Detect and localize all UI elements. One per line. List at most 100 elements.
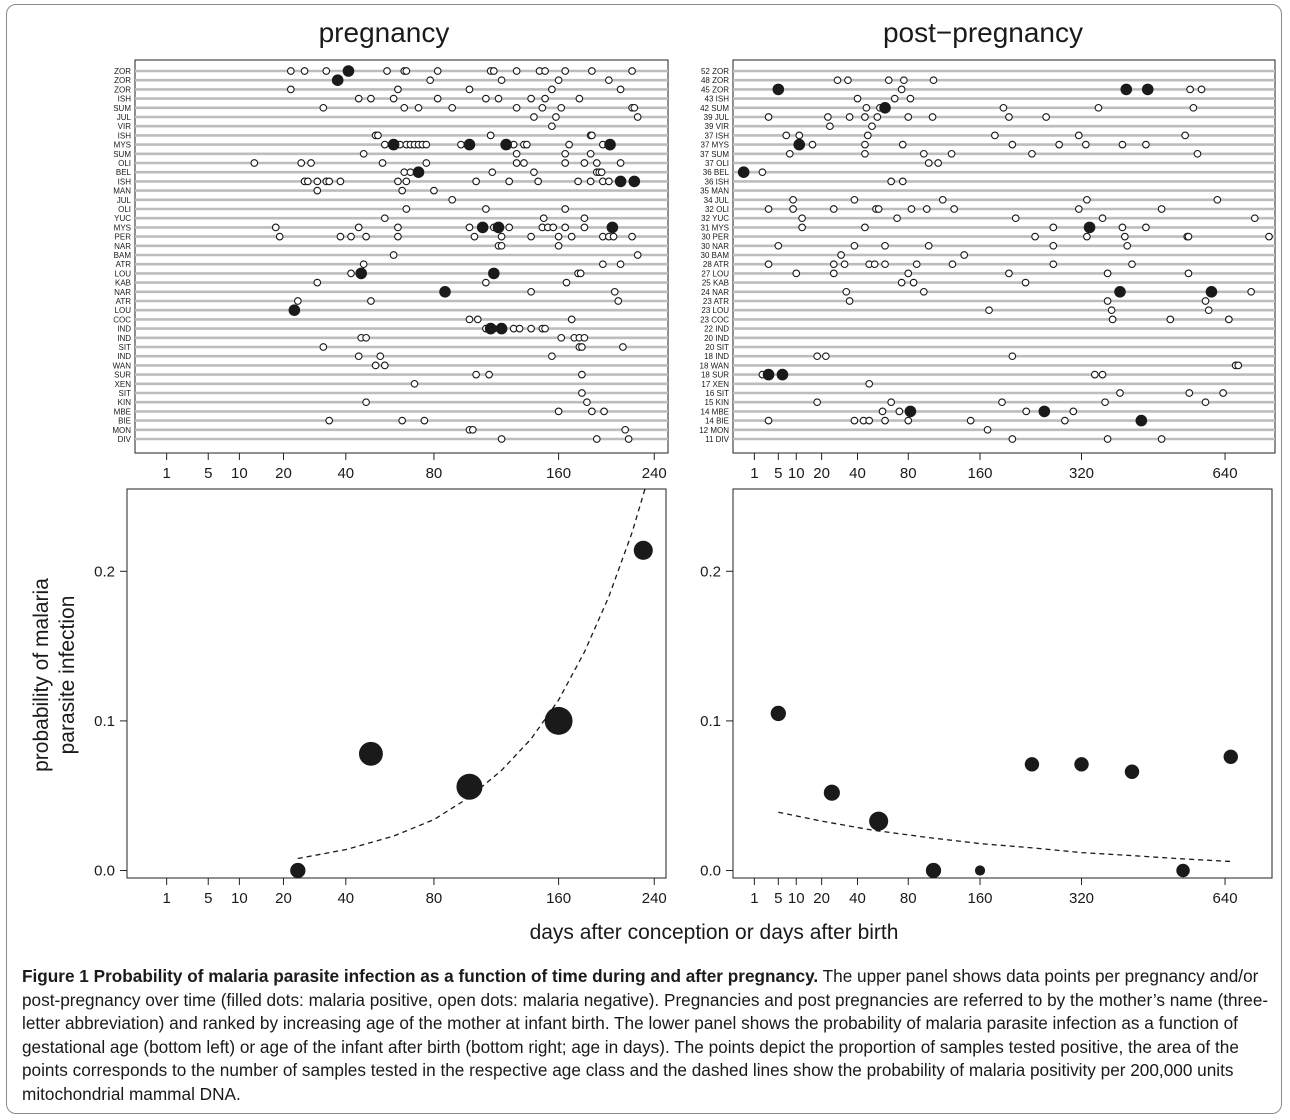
negative-sample-dot — [398, 186, 407, 195]
negative-sample-dot — [354, 352, 363, 361]
negative-sample-dot — [609, 232, 618, 241]
row-label: IND — [117, 325, 131, 334]
negative-sample-dot — [1042, 113, 1050, 121]
row-label: 52 ZOR — [701, 67, 729, 76]
row-label: ATR — [116, 297, 132, 306]
negative-sample-dot — [845, 113, 854, 121]
x-tick-label: 80 — [900, 465, 917, 482]
row-label: 32 OLI — [705, 205, 729, 214]
row-label: 11 DIV — [705, 435, 730, 444]
negative-sample-dot — [900, 76, 908, 85]
negative-sample-dot — [319, 343, 328, 351]
negative-sample-dot — [1197, 85, 1206, 94]
negative-sample-dot — [1193, 149, 1202, 158]
positive-sample-dot — [492, 221, 505, 234]
negative-sample-dot — [303, 177, 312, 186]
negative-sample-dot — [897, 85, 906, 94]
negative-sample-dot — [792, 269, 801, 278]
positive-sample-dot — [614, 175, 627, 188]
x-tick-label: 20 — [275, 465, 292, 482]
negative-sample-dot — [380, 361, 389, 370]
row-label: 43 ISH — [705, 95, 730, 104]
negative-sample-dot — [300, 67, 309, 75]
negative-sample-dot — [561, 223, 570, 232]
negative-sample-dot — [293, 297, 302, 305]
shared-y-label-line2: parasite infection — [56, 596, 79, 755]
negative-sample-dot — [991, 131, 999, 140]
positive-sample-dot — [488, 267, 500, 280]
row-label: DIV — [118, 435, 132, 444]
x-tick-label: 80 — [426, 465, 443, 482]
x-tick-label: 5 — [774, 465, 782, 482]
negative-sample-dot — [795, 131, 804, 140]
negative-sample-dot — [1074, 131, 1083, 140]
negative-sample-dot — [512, 159, 521, 167]
negative-sample-dot — [1265, 232, 1273, 241]
negative-sample-dot — [394, 232, 402, 241]
negative-sample-dot — [798, 214, 806, 223]
row-label: 36 BEL — [703, 168, 730, 177]
negative-sample-dot — [898, 140, 907, 149]
negative-sample-dot — [904, 416, 913, 425]
negative-sample-dot — [512, 103, 521, 112]
negative-sample-dot — [616, 260, 625, 269]
x-tick-label: 10 — [231, 465, 248, 482]
row-label: 34 JUL — [704, 196, 730, 205]
negative-sample-dot — [505, 223, 514, 232]
negative-sample-dot — [1081, 140, 1090, 149]
negative-sample-dot — [922, 205, 931, 213]
negative-sample-dot — [1157, 205, 1166, 213]
negative-sample-dot — [1250, 214, 1259, 223]
negative-sample-dot — [426, 76, 435, 85]
negative-sample-dot — [505, 177, 514, 186]
negative-sample-dot — [520, 159, 528, 167]
negative-sample-dot — [1201, 297, 1210, 305]
panel-top-left: 1 5 10 20 40 80 160 240ZORZORZORISHSUMJULVIRISH… — [112, 59, 669, 482]
x-tick-label: 40 — [849, 890, 866, 907]
x-tick-label: 20 — [813, 890, 830, 907]
row-label: 18 WAN — [700, 361, 730, 370]
negative-sample-dot — [938, 195, 947, 204]
negative-sample-dot — [586, 149, 595, 158]
negative-sample-dot — [548, 122, 556, 131]
negative-sample-dot — [527, 94, 535, 103]
negative-sample-dot — [422, 159, 431, 167]
positive-sample-dot — [500, 138, 512, 151]
positive-sample-dot — [1038, 405, 1051, 418]
proportion-point — [633, 540, 653, 560]
positive-sample-dot — [772, 83, 785, 96]
negative-sample-dot — [985, 306, 993, 315]
negative-sample-dot — [359, 149, 368, 158]
negative-sample-dot — [512, 67, 521, 75]
negative-sample-dot — [764, 205, 773, 213]
row-label: NAR — [114, 242, 131, 251]
negative-sample-dot — [275, 232, 284, 241]
plot-frame — [732, 59, 1276, 454]
negative-sample-dot — [1181, 131, 1189, 140]
negative-sample-dot — [482, 205, 490, 213]
negative-sample-dot — [842, 287, 851, 296]
negative-sample-dot — [422, 140, 431, 149]
negative-sample-dot — [1055, 140, 1063, 149]
negative-sample-dot — [576, 269, 585, 278]
negative-sample-dot — [394, 85, 402, 94]
negative-sample-dot — [1184, 232, 1193, 241]
negative-sample-dot — [271, 223, 280, 232]
negative-sample-dot — [465, 223, 474, 232]
negative-sample-dot — [592, 435, 601, 443]
negative-sample-dot — [895, 407, 904, 416]
row-label: 32 YUC — [701, 214, 729, 223]
negative-sample-dot — [486, 131, 495, 140]
negative-sample-dot — [1142, 223, 1150, 232]
negative-sample-dot — [578, 343, 586, 351]
row-label: MYS — [114, 141, 131, 150]
negative-sample-dot — [482, 94, 490, 103]
x-tick-label: 20 — [275, 890, 292, 907]
negative-sample-dot — [924, 241, 933, 250]
negative-sample-dot — [362, 333, 370, 342]
negative-sample-dot — [1189, 103, 1198, 112]
row-label: VIR — [118, 122, 132, 131]
negative-sample-dot — [1118, 140, 1127, 149]
negative-sample-dot — [897, 278, 906, 287]
negative-sample-dot — [557, 103, 566, 112]
